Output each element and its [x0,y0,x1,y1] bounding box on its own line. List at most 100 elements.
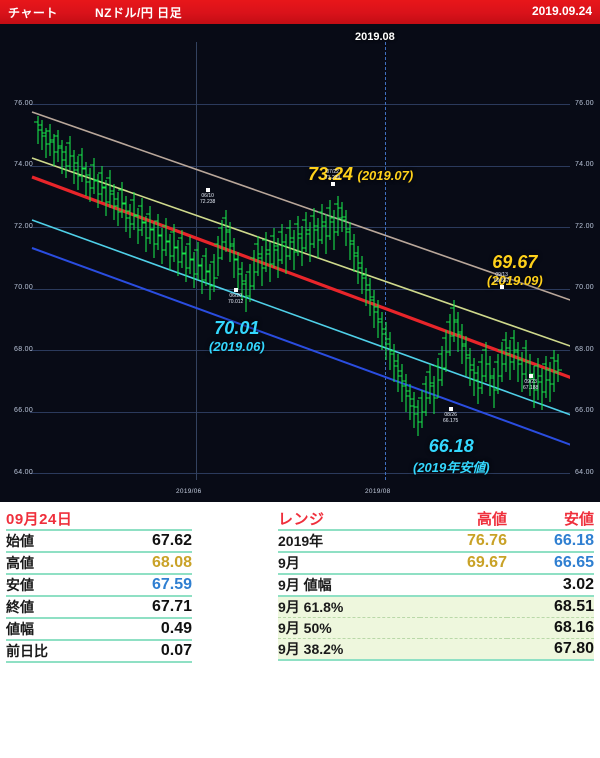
range-label-fib-618: 9月 61.8% [278,596,420,618]
chart-canvas [31,111,570,446]
range-table-caption: レンジ [278,511,325,528]
trendline-lower-cyan [31,219,570,416]
marker-06-20-price: 70.012 [228,299,244,306]
gridline-66 [30,411,570,413]
marker-06-10-date: 06/10 [201,193,214,199]
y-axis-label-left-4: 68.00 [14,346,34,353]
annotation-73-24-period: (2019.07) [357,168,414,183]
trendline-upper-olive [31,157,570,347]
marker-06-10: 06/10 72.238 [200,188,215,206]
marker-dot-icon [448,407,453,411]
x-axis-label-1: 2019/08 [365,488,391,495]
y-axis-label-left-5: 66.00 [14,407,34,414]
header-date: 2019.09.24 [531,4,592,18]
range-table: レンジ 高値 安値 2019年 76.76 66.18 9月 69.67 66.… [278,508,594,661]
row-value-range: 0.49 [160,620,192,637]
range-col-low: 安値 [563,511,594,528]
y-axis-label-left-1: 74.00 [14,161,34,168]
marker-dot-icon [330,181,335,186]
range-label-sept-width: 9月 値幅 [278,577,332,593]
range-low-sept: 66.65 [553,554,594,571]
table-row: 9月 値幅 3.02 [278,574,594,596]
range-label-fib-50: 9月 50% [278,617,420,639]
table-row: 値幅 0.49 [6,618,192,640]
y-axis-label-left-6: 64.00 [14,469,34,476]
table-row: 9月 50% 68.16 [278,617,594,639]
marker-09-13-price: 69.667 [494,278,510,285]
gridline-76 [30,104,570,105]
marker-08-26-price: 66.175 [443,418,459,425]
annotation-70-01-value: 70.01 [214,318,260,338]
gridline-64 [30,473,570,474]
y-axis-label-right-6: 64.00 [574,469,594,476]
range-high-fib-382 [420,638,507,660]
table-row: 9月 61.8% 68.51 [278,596,594,618]
y-axis-label-right-5: 66.00 [574,407,594,414]
table-caption-row: 09月24日 [6,508,192,530]
table-row: 2019年 76.76 66.18 [278,530,594,552]
gridline-72 [30,227,570,228]
marker-09-13-date: 09/13 [495,272,508,278]
range-col-high: 高値 [476,511,507,528]
vertical-dashed-line-august [385,42,386,480]
range-low-fib-50: 68.16 [506,617,594,639]
range-low-2019: 66.18 [553,532,594,549]
y-axis-label-right-0: 76.00 [574,100,594,107]
table-row: 9月 69.67 66.65 [278,552,594,574]
annotation-70-01: 70.01 (2019.06) [209,318,265,354]
marker-09-13: 09/13 69.667 [494,272,509,290]
marker-dot-icon [205,188,210,192]
marker-07-22-price: 73.239 [325,175,341,182]
header-instrument: NZドル/円 日足 [95,6,183,20]
marker-09-23-price: 67.188 [523,385,539,392]
gridline-68 [30,350,570,351]
range-low-fib-618: 68.51 [506,596,594,618]
marker-06-10-price: 72.238 [200,199,216,206]
table-row: 前日比 0.07 [6,640,192,662]
row-label-close: 終値 [6,599,34,615]
marker-dot-icon [499,284,504,289]
annotation-73-24: 73.24 (2019.07) [308,164,413,185]
row-value-high: 68.08 [151,554,192,571]
range-high-fib-50 [420,617,507,639]
marker-06-20-date: 06/20 [229,293,242,299]
annotation-69-67: 69.67 (2019.09) [487,252,543,288]
y-axis-label-right-4: 68.00 [574,346,594,353]
marker-07-22: 07/22 73.239 [325,169,340,187]
vertical-gridline-june [196,42,197,480]
marker-08-26-date: 08/26 [444,412,457,418]
range-table-header-row: レンジ 高値 安値 [278,508,594,530]
y-axis-label-left-0: 76.00 [14,100,34,107]
gridline-70 [30,288,570,290]
annotation-70-01-period: (2019.06) [209,339,265,354]
data-tables: 09月24日 始値 67.62 高値 68.08 安値 67.59 終値 67.… [0,502,600,758]
annotation-73-24-value: 73.24 [308,164,354,184]
marker-07-22-date: 07/22 [326,169,339,175]
row-value-open: 67.62 [151,532,192,549]
y-axis-label-right-2: 72.00 [574,223,594,230]
page-header: チャート NZドル/円 日足 2019.09.24 [0,0,600,24]
annotation-69-67-period: (2019.09) [487,273,543,288]
annotation-66-18: 66.18 (2019年安値) [413,436,490,476]
table-row: 9月 38.2% 67.80 [278,638,594,660]
row-label-open: 始値 [6,533,34,549]
row-value-low: 67.59 [151,576,192,593]
row-value-change: 0.07 [160,642,192,659]
y-axis-label-left-2: 72.00 [14,223,34,230]
range-label-2019: 2019年 [278,533,324,549]
row-label-range: 値幅 [6,621,34,637]
range-label-sept: 9月 [278,555,300,571]
range-low-fib-382: 67.80 [506,638,594,660]
y-axis-label-right-1: 74.00 [574,161,594,168]
annotation-66-18-period: (2019年安値) [413,460,490,475]
marker-09-23: 09/23 67.188 [523,374,538,392]
trendline-lower-blue [31,247,570,446]
chart-top-period-label: 2019.08 [355,31,395,43]
table-row: 高値 68.08 [6,552,192,574]
marker-09-23-date: 09/23 [524,379,537,385]
daily-table-caption: 09月24日 [6,511,73,528]
row-label-high: 高値 [6,555,34,571]
table-row: 始値 67.62 [6,530,192,552]
marker-06-20: 06/20 70.012 [228,288,243,306]
